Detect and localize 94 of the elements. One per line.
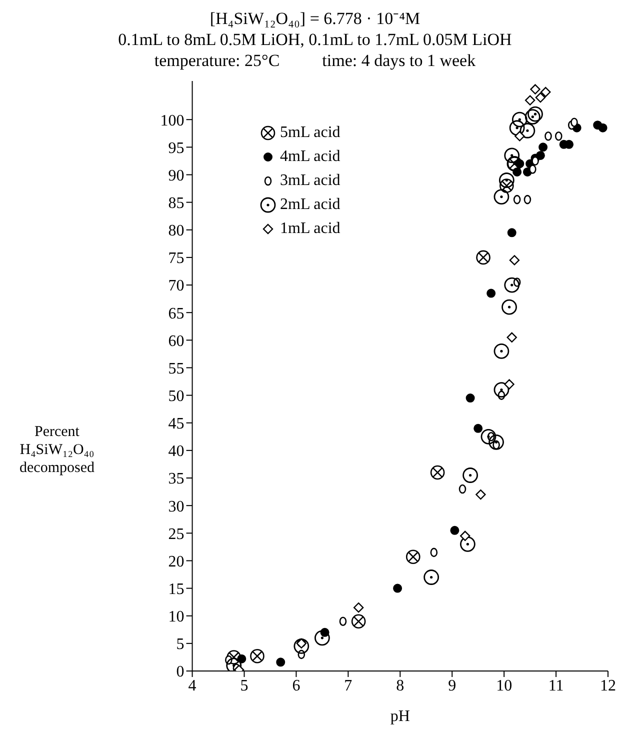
point: [466, 394, 475, 403]
point: [529, 164, 536, 174]
point: [494, 189, 510, 204]
point: [509, 255, 520, 266]
point: [514, 131, 525, 142]
point: [498, 172, 514, 188]
x-tick-label: 9: [448, 677, 456, 694]
y-tick-label: 65: [168, 305, 184, 322]
legend-label: 4mL acid: [280, 148, 340, 166]
y-tick-label: 35: [168, 470, 184, 488]
y-tick-label: 5: [176, 636, 184, 654]
point: [476, 489, 486, 500]
point: [513, 194, 521, 204]
x-tick-label: 4: [188, 677, 196, 694]
y-tick-label: 45: [168, 416, 184, 433]
y-tick-label: 15: [168, 580, 184, 598]
point: [544, 131, 552, 141]
y-tick-label: 80: [168, 222, 184, 240]
y-tick-label: 0: [176, 664, 184, 681]
y-tick-label: 50: [168, 388, 184, 405]
point: [462, 468, 478, 483]
y-tick-label: 55: [168, 360, 184, 378]
point: [486, 288, 496, 298]
point: [504, 277, 520, 293]
x-tick-label: 5: [240, 677, 248, 694]
point: [294, 638, 310, 654]
point: [430, 548, 438, 558]
y-tick-label: 70: [168, 278, 184, 295]
point: [506, 332, 517, 342]
x-tick-label: 10: [496, 677, 512, 694]
point: [488, 434, 504, 450]
x-tick-label: 12: [600, 677, 616, 694]
y-tick-label: 25: [168, 526, 184, 543]
y-tick-label: 30: [168, 498, 184, 516]
legend-label: 5mL acid: [280, 124, 340, 142]
point: [353, 602, 364, 613]
x-tick-label: 6: [292, 677, 300, 694]
point: [351, 614, 366, 628]
point: [430, 465, 445, 480]
y-tick-label: 20: [168, 553, 184, 570]
y-tick-label: 60: [168, 332, 184, 350]
point: [536, 150, 545, 160]
y-tick-label: 100: [160, 112, 184, 130]
point: [520, 122, 536, 138]
point: [504, 379, 514, 390]
point: [504, 148, 520, 164]
point: [509, 120, 525, 136]
y-tick-label: 90: [168, 167, 184, 184]
y-tick-label: 95: [168, 140, 184, 157]
point: [450, 526, 460, 535]
legend-label: 1mL acid: [280, 220, 340, 238]
point: [570, 118, 578, 128]
point: [339, 616, 347, 626]
point: [424, 570, 440, 585]
y-tick-label: 75: [168, 250, 184, 268]
point: [530, 84, 540, 94]
x-axis-title: pH: [390, 708, 410, 725]
point: [540, 86, 551, 98]
point: [535, 92, 546, 103]
point: [494, 382, 510, 398]
point: [460, 530, 470, 542]
point: [250, 648, 264, 664]
legend-label: 3mL acid: [280, 172, 340, 190]
y-tick-label: 85: [168, 194, 184, 212]
y-axis-title: Percent H₄SiW₁₂O₄₀ decomposed: [18, 423, 96, 477]
point: [476, 250, 490, 265]
x-tick-label: 11: [548, 677, 564, 694]
point: [507, 228, 516, 238]
point: [554, 131, 562, 141]
x-tick-label: 7: [344, 677, 352, 694]
point: [524, 194, 532, 204]
legend-label: 2mL acid: [280, 196, 340, 214]
point: [494, 343, 510, 359]
point: [458, 484, 466, 494]
point: [460, 536, 476, 552]
point: [524, 109, 540, 125]
point: [393, 584, 402, 593]
point: [406, 550, 420, 564]
y-tick-label: 10: [168, 608, 184, 626]
point: [538, 142, 548, 152]
point: [474, 424, 483, 433]
x-tick-label: 8: [396, 677, 404, 694]
point: [598, 123, 608, 132]
y-tick-label: 40: [168, 443, 184, 460]
chart-title: [H₄SiW₁₂O₄₀] = 6.778 · 10⁻⁴M: [208, 8, 422, 29]
point: [512, 112, 528, 128]
point: [314, 630, 330, 646]
point: [480, 428, 496, 444]
chart-subtitle: 0.1mL to 8mL 0.5M LiOH, 0.1mL to 1.7mL 0.05M LiOH temperature: 25°C time: 4 days to 1 week: [117, 29, 513, 71]
point: [528, 106, 543, 122]
point: [276, 658, 286, 667]
point: [502, 299, 517, 315]
point: [524, 95, 536, 106]
point: [532, 156, 539, 166]
